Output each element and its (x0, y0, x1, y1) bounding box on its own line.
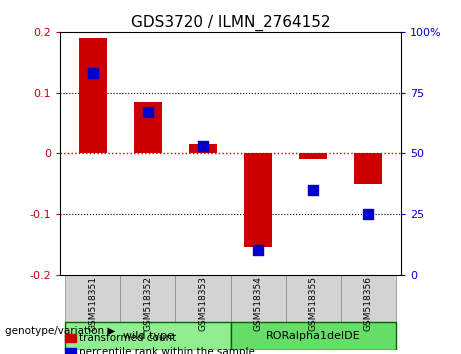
Bar (176, 275, 230, 322)
Bar (230, 275, 285, 322)
Text: GSM518352: GSM518352 (143, 276, 153, 331)
Point (144, 109, 152, 115)
Text: genotype/variation ▶: genotype/variation ▶ (5, 326, 115, 336)
Text: GSM518354: GSM518354 (254, 276, 262, 331)
Bar (79, 38, 106, 153)
Text: percentile rank within the sample: percentile rank within the sample (79, 347, 255, 354)
Title: GDS3720 / ILMN_2764152: GDS3720 / ILMN_2764152 (131, 14, 330, 30)
Bar (230, 322, 396, 350)
Text: GSM518355: GSM518355 (308, 276, 318, 331)
Bar (341, 275, 396, 322)
Bar (244, 153, 272, 247)
Text: GSM518353: GSM518353 (199, 276, 207, 331)
Bar (65, 275, 120, 322)
Bar (355, 153, 382, 184)
Text: GSM518356: GSM518356 (364, 276, 372, 331)
Bar (285, 275, 341, 322)
Bar (189, 144, 217, 153)
Text: transformed count: transformed count (79, 333, 177, 343)
Text: wild type: wild type (123, 331, 173, 341)
Text: RORalpha1delDE: RORalpha1delDE (266, 331, 361, 341)
Text: GSM518351: GSM518351 (89, 276, 97, 331)
Bar (65, 322, 230, 350)
Point (89, 70, 97, 76)
Point (309, 187, 317, 193)
Bar (120, 275, 176, 322)
Point (364, 211, 372, 217)
Point (254, 247, 262, 253)
Point (199, 143, 207, 149)
Bar (134, 102, 162, 153)
Bar (299, 153, 327, 159)
